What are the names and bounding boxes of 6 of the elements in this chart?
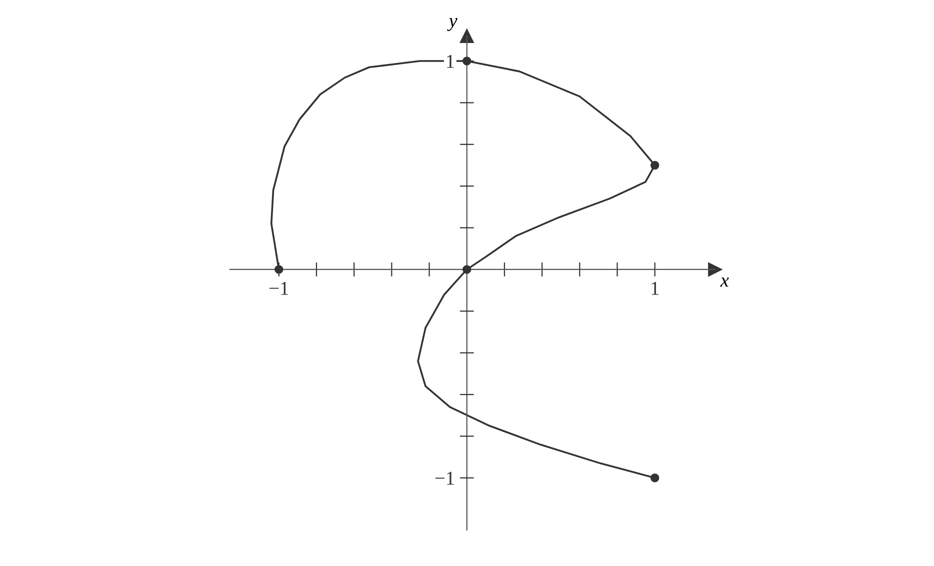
- point: [650, 474, 660, 482]
- point: [650, 160, 660, 170]
- y-axis-title: y: [447, 18, 458, 32]
- point: [274, 265, 284, 274]
- x-axis-title: x: [720, 278, 729, 287]
- point: [462, 265, 472, 274]
